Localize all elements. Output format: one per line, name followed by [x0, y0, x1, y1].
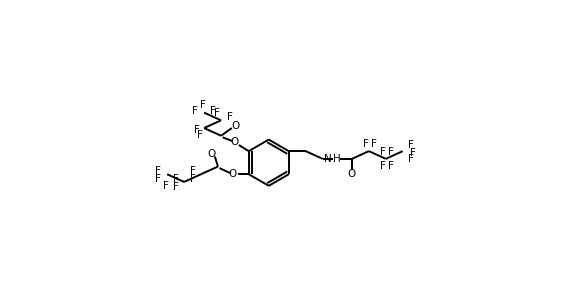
Text: O: O	[207, 149, 215, 159]
Text: F: F	[192, 106, 198, 116]
Text: F: F	[194, 124, 199, 135]
Text: F: F	[173, 174, 179, 184]
Text: O: O	[232, 121, 240, 131]
Text: F: F	[380, 147, 386, 157]
Text: F: F	[214, 108, 219, 119]
Text: O: O	[230, 137, 238, 147]
Text: F: F	[173, 181, 179, 192]
Text: F: F	[389, 161, 394, 171]
Text: F: F	[380, 161, 386, 171]
Text: F: F	[408, 140, 414, 150]
Text: F: F	[227, 112, 233, 122]
Text: F: F	[408, 154, 414, 164]
Text: F: F	[371, 139, 377, 149]
Text: F: F	[162, 181, 169, 191]
Text: F: F	[190, 166, 195, 176]
Text: F: F	[199, 100, 206, 110]
Text: O: O	[348, 169, 356, 179]
Text: O: O	[228, 169, 237, 179]
Text: F: F	[411, 148, 416, 158]
Text: F: F	[210, 106, 216, 116]
Text: F: F	[155, 166, 161, 176]
Text: F: F	[363, 139, 369, 149]
Text: N: N	[324, 154, 332, 164]
Text: F: F	[198, 130, 203, 140]
Text: F: F	[389, 147, 394, 157]
Text: F: F	[155, 174, 161, 184]
Text: F: F	[190, 174, 195, 184]
Text: H: H	[333, 154, 340, 164]
